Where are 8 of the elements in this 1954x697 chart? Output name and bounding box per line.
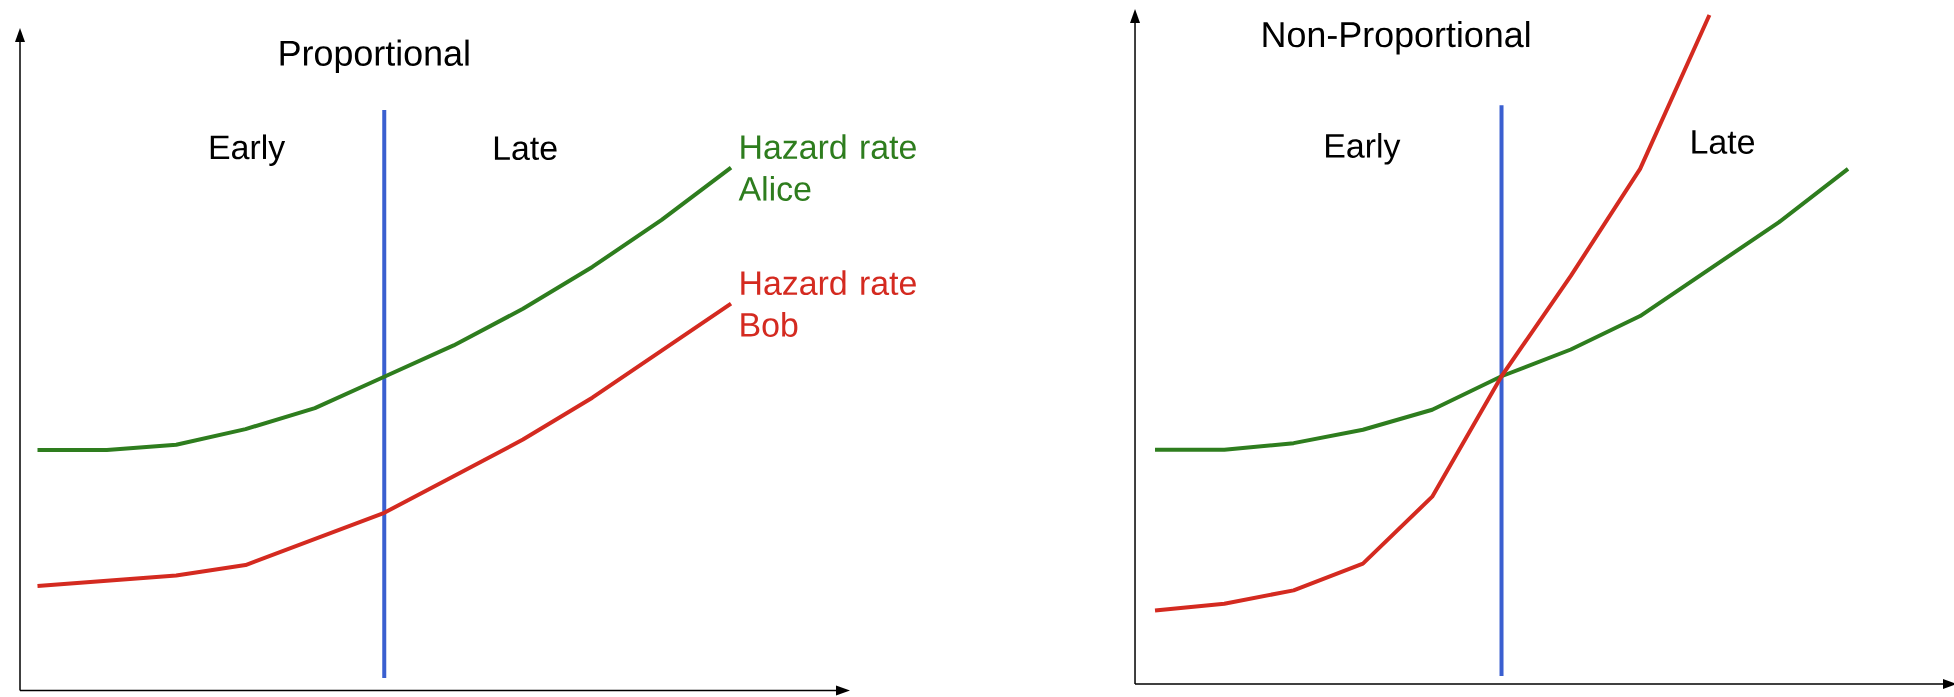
text: Late [494, 136, 557, 161]
chart-title: Proportional [280, 39, 469, 74]
series-label: Hazard rate Alice [738, 134, 916, 201]
annotation: Late [1692, 130, 1754, 154]
chart-title: Non-Proportional [1263, 21, 1530, 55]
text: Early [210, 134, 286, 166]
annotation: Early [1326, 133, 1401, 165]
series-label: Hazard rate Bob [741, 270, 916, 337]
